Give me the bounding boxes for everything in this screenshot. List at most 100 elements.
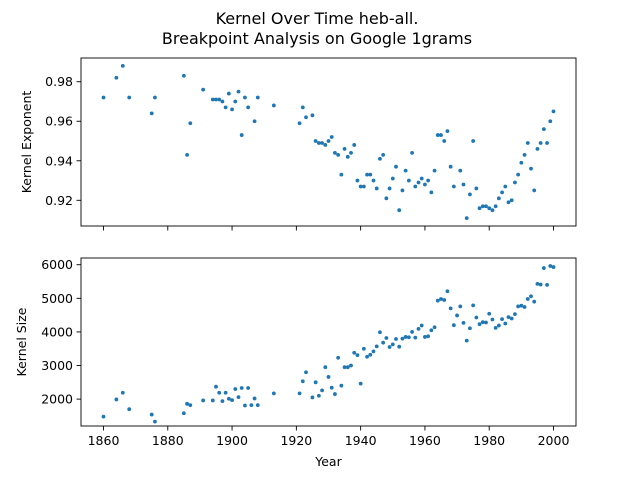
data-point [358, 184, 363, 189]
data-point [445, 129, 450, 134]
data-point [477, 206, 482, 211]
y-tick-label: 0.94 [45, 153, 73, 168]
data-point [451, 184, 456, 189]
x-tick-label: 1940 [345, 433, 377, 448]
data-point [516, 172, 521, 177]
y-tick-label: 6000 [41, 257, 73, 272]
data-point [529, 294, 533, 299]
data-point [252, 119, 257, 124]
data-point [297, 121, 302, 126]
x-tick-label: 1960 [409, 433, 441, 448]
data-point [423, 182, 427, 187]
data-point [455, 313, 459, 318]
data-point [448, 306, 453, 311]
data-point [477, 322, 482, 327]
data-point [271, 391, 276, 396]
data-point [345, 365, 350, 370]
data-point [487, 206, 492, 211]
data-point [378, 330, 382, 335]
y-tick-label: 0.98 [45, 74, 73, 89]
data-point [361, 346, 366, 351]
data-point [516, 304, 521, 309]
data-point [464, 338, 469, 343]
data-point [406, 335, 411, 340]
data-point [181, 411, 186, 416]
data-point [439, 297, 443, 301]
data-point [416, 327, 421, 331]
data-point [400, 336, 405, 341]
data-point [519, 160, 524, 165]
data-point [342, 365, 347, 370]
data-point [468, 326, 472, 331]
y-tick-label: 2000 [41, 392, 73, 407]
chart-title-line-1: Kernel Over Time heb-all. [216, 9, 419, 28]
data-point [220, 99, 225, 104]
data-point [226, 396, 231, 401]
data-point [320, 388, 324, 393]
data-point [484, 204, 488, 209]
data-point [432, 168, 437, 173]
data-point [390, 342, 395, 347]
data-point [384, 336, 389, 340]
data-point [120, 64, 125, 68]
data-point [429, 328, 434, 333]
data-point [419, 176, 424, 181]
data-point [541, 266, 546, 270]
data-point [233, 387, 238, 391]
data-point [445, 289, 450, 294]
data-point [496, 323, 501, 328]
data-point [342, 147, 347, 151]
data-point [246, 105, 251, 110]
data-point [333, 150, 337, 155]
data-point [310, 395, 315, 400]
data-point [217, 97, 222, 102]
data-point [429, 190, 434, 195]
data-point [239, 133, 244, 137]
data-point [210, 398, 215, 403]
data-point [313, 380, 318, 385]
data-point [304, 115, 308, 120]
axes-frame [80, 57, 577, 227]
data-point [243, 95, 247, 100]
y-tick-label: 3000 [41, 358, 73, 373]
data-point [339, 383, 344, 388]
data-point [426, 334, 431, 339]
data-point [214, 384, 218, 389]
data-point [368, 352, 373, 357]
x-tick-label: 1880 [152, 433, 184, 448]
y-axis-label: Kernel Size [14, 307, 29, 376]
data-point [551, 265, 556, 269]
data-point [471, 139, 476, 143]
data-point [339, 172, 344, 177]
data-point [419, 323, 424, 328]
data-point [149, 412, 154, 417]
data-point [545, 282, 549, 287]
data-point [236, 89, 241, 94]
data-point [506, 200, 511, 205]
data-point [387, 345, 392, 349]
data-point [397, 344, 402, 349]
data-point [490, 208, 495, 213]
plot-top: 0.92 0.94 0.96 0.98 Kernel Exponent [19, 57, 577, 231]
data-point [500, 190, 504, 195]
plot-bottom: 1860 1880 1900 1920 1940 1960 1980 2000 2000 3000… [14, 257, 577, 469]
data-point [185, 152, 189, 157]
data-point [394, 164, 398, 169]
chart-title-line-2: Breakpoint Analysis on Google 1grams [162, 29, 472, 48]
data-point [448, 164, 453, 169]
data-point [509, 316, 514, 321]
data-point [416, 180, 421, 185]
data-point [352, 350, 357, 355]
data-point [519, 303, 524, 308]
y-tick-label: 0.96 [45, 114, 73, 129]
data-point [114, 397, 119, 402]
x-axis-label: Year [314, 454, 342, 469]
data-point [522, 152, 527, 157]
data-point [358, 381, 363, 386]
y-tick-label: 5000 [41, 291, 73, 306]
axes-frame [80, 257, 577, 427]
data-point [403, 335, 408, 339]
data-point [329, 135, 334, 139]
data-point [538, 282, 543, 287]
